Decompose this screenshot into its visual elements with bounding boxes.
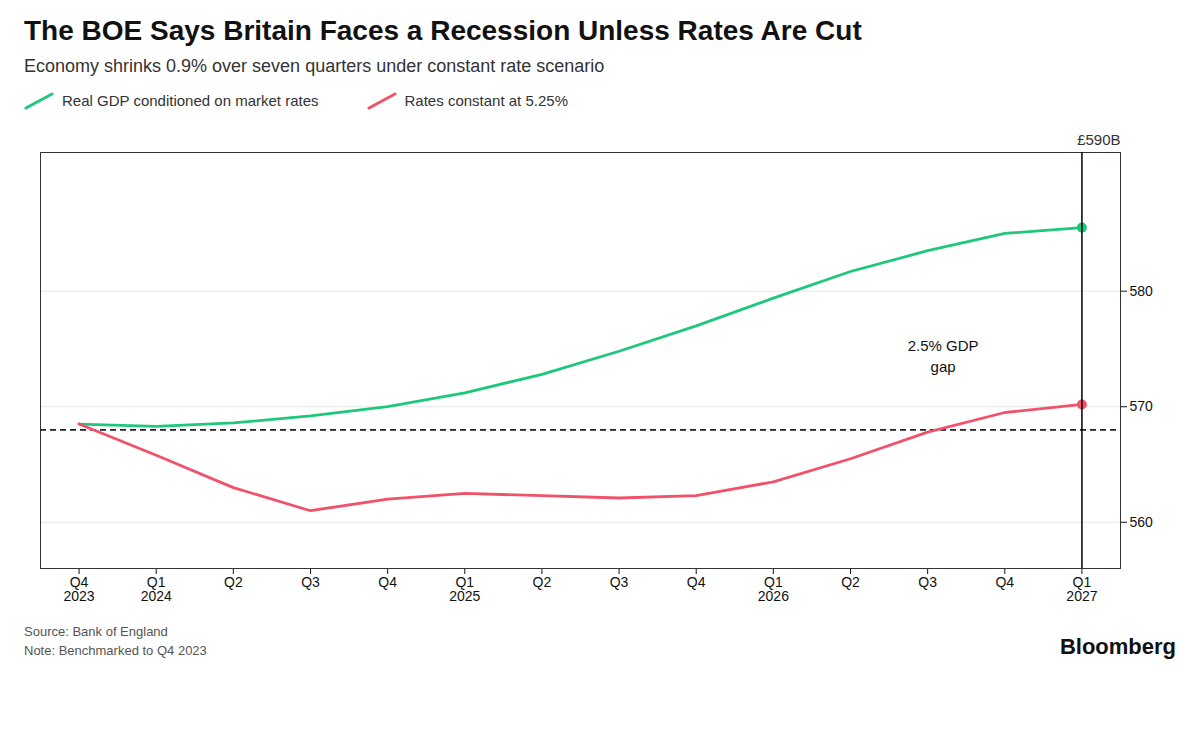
svg-text:580: 580 [1130, 283, 1154, 299]
svg-text:Q2: Q2 [533, 574, 552, 590]
svg-text:Q3: Q3 [918, 574, 937, 590]
html-text:Bloomberg: Bloomberg [1059, 634, 1176, 659]
svg-text:Q4: Q4 [687, 574, 706, 590]
svg-text:560: 560 [1130, 514, 1154, 530]
svg-text:Q12024: Q12024 [141, 574, 172, 604]
svg-text:Q4: Q4 [995, 574, 1014, 590]
svg-text:£590B: £590B [1077, 131, 1120, 148]
svg-text:Q2: Q2 [224, 574, 243, 590]
html-text:Note: Benchmarked to Q4 2023: Note: Benchmarked to Q4 2023 [24, 643, 207, 658]
svg-text:Q2: Q2 [841, 574, 860, 590]
svg-text:Q12026: Q12026 [758, 574, 789, 604]
html-text:Source: Bank of England: Source: Bank of England [24, 624, 168, 639]
html-text:The BOE Says Britain Faces a R: The BOE Says Britain Faces a Recession U… [24, 15, 862, 46]
html-text:Economy shrinks 0.9% over seve: Economy shrinks 0.9% over seven quarters… [24, 56, 605, 76]
svg-text:2.5% GDPgap: 2.5% GDPgap [908, 337, 979, 375]
svg-text:570: 570 [1130, 398, 1154, 414]
svg-text:Q42023: Q42023 [63, 574, 94, 604]
svg-text:Q12025: Q12025 [449, 574, 480, 604]
svg-text:Q12027: Q12027 [1066, 574, 1097, 604]
svg-text:Q3: Q3 [610, 574, 629, 590]
svg-text:Q4: Q4 [378, 574, 397, 590]
svg-text:Q3: Q3 [301, 574, 320, 590]
html-text:Real GDP conditioned on market: Real GDP conditioned on market rates [62, 92, 319, 109]
html-text:Rates constant at 5.25%: Rates constant at 5.25% [404, 92, 568, 109]
